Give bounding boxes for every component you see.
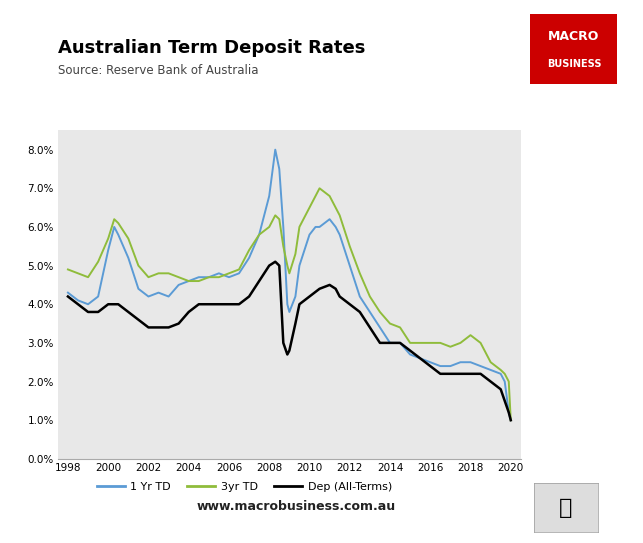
Text: www.macrobusiness.com.au: www.macrobusiness.com.au [196, 500, 395, 513]
Legend: 1 Yr TD, 3yr TD, Dep (All-Terms): 1 Yr TD, 3yr TD, Dep (All-Terms) [93, 478, 396, 497]
Text: BUSINESS: BUSINESS [547, 59, 601, 70]
Text: Australian Term Deposit Rates: Australian Term Deposit Rates [58, 39, 365, 57]
Text: 🐺: 🐺 [559, 498, 572, 517]
Text: Source: Reserve Bank of Australia: Source: Reserve Bank of Australia [58, 64, 258, 77]
Text: MACRO: MACRO [548, 30, 599, 43]
